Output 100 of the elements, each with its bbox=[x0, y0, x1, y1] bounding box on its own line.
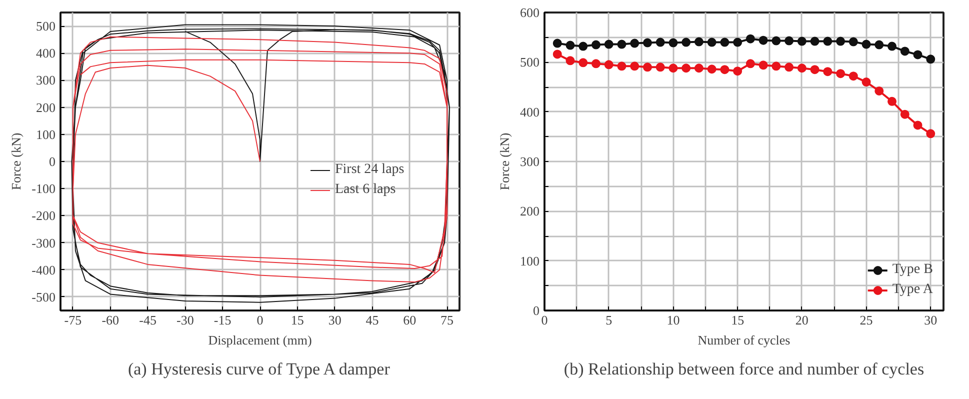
x-tick-label: 20 bbox=[795, 312, 808, 328]
point bbox=[784, 62, 794, 72]
point bbox=[694, 64, 704, 73]
point bbox=[810, 65, 820, 74]
point bbox=[656, 62, 665, 72]
point bbox=[784, 36, 794, 46]
x-tick-label: -60 bbox=[102, 312, 120, 328]
point bbox=[900, 46, 910, 56]
x-tick-label: 45 bbox=[366, 312, 379, 328]
x-tick-label: 15 bbox=[731, 312, 744, 328]
x-tick-label: 60 bbox=[403, 312, 416, 328]
point bbox=[733, 66, 742, 76]
point bbox=[746, 34, 755, 44]
y-tick-label: -300 bbox=[32, 235, 56, 250]
x-tick-label: -30 bbox=[176, 312, 194, 328]
y-tick-label: 200 bbox=[520, 204, 540, 219]
y-tick-label: 300 bbox=[36, 72, 56, 88]
x-axis-title: Displacement (mm) bbox=[208, 332, 312, 348]
x-tick-label: 30 bbox=[924, 312, 938, 328]
point bbox=[566, 56, 575, 66]
point bbox=[694, 37, 704, 46]
point bbox=[797, 36, 806, 46]
point bbox=[848, 37, 858, 46]
y-tick-label: 500 bbox=[36, 18, 56, 34]
x-tick-label: -75 bbox=[64, 312, 82, 328]
y-tick-label: 100 bbox=[36, 126, 56, 142]
x-tick-label: 5 bbox=[606, 312, 612, 328]
point bbox=[617, 62, 626, 71]
x-tick-label: 10 bbox=[666, 312, 680, 328]
text: (b) Relationship between force and number of cycles bbox=[564, 360, 924, 378]
point bbox=[823, 36, 832, 46]
point bbox=[797, 64, 806, 73]
y-axis-title: Force (kN) bbox=[8, 132, 24, 190]
y-tick-label: 200 bbox=[36, 100, 56, 115]
y-tick-label: 600 bbox=[520, 5, 540, 20]
point bbox=[617, 40, 626, 49]
point bbox=[630, 62, 640, 71]
point bbox=[926, 54, 936, 64]
y-tick-label: -200 bbox=[32, 208, 56, 224]
x-tick-label: -15 bbox=[214, 312, 232, 328]
point bbox=[642, 62, 652, 72]
point bbox=[682, 64, 691, 73]
point bbox=[707, 64, 716, 74]
y-tick-label: -100 bbox=[32, 181, 56, 196]
x-tick-label: 15 bbox=[290, 312, 304, 328]
y-tick-label: 400 bbox=[36, 46, 56, 61]
point bbox=[578, 42, 588, 51]
legend-label: First 24 laps bbox=[335, 162, 404, 178]
point bbox=[758, 36, 768, 45]
point bbox=[772, 62, 781, 71]
y-tick-label: 0 bbox=[49, 154, 56, 169]
point bbox=[591, 40, 600, 50]
point bbox=[630, 38, 640, 48]
x-axis-title: Number of cycles bbox=[698, 332, 790, 348]
y-axis-title: Force (kN) bbox=[497, 132, 512, 190]
point bbox=[746, 59, 755, 68]
point bbox=[591, 59, 600, 68]
y-tick-label: -500 bbox=[32, 289, 56, 304]
x-tick-label: -45 bbox=[139, 312, 156, 328]
legend-label: Last 6 laps bbox=[335, 182, 396, 198]
y-tick-label: 500 bbox=[520, 54, 540, 70]
point bbox=[823, 67, 832, 76]
point bbox=[874, 86, 884, 96]
point bbox=[874, 40, 884, 50]
point bbox=[552, 50, 562, 59]
point bbox=[862, 78, 871, 87]
point bbox=[836, 69, 846, 78]
x-tick-label: 75 bbox=[440, 312, 454, 328]
point bbox=[862, 40, 871, 49]
legend-label: Type A bbox=[892, 282, 933, 298]
y-tick-label: 400 bbox=[520, 104, 540, 120]
point bbox=[772, 36, 781, 46]
point bbox=[913, 120, 922, 130]
point bbox=[913, 50, 922, 60]
legend-label: Type B bbox=[892, 262, 933, 278]
x-tick-label: 30 bbox=[328, 312, 342, 328]
text: (a) Hysteresis curve of Type A damper bbox=[128, 360, 390, 378]
point bbox=[707, 38, 716, 47]
point bbox=[810, 36, 820, 46]
point bbox=[836, 36, 846, 46]
point bbox=[926, 129, 936, 138]
y-tick-label: 300 bbox=[520, 154, 540, 169]
point bbox=[668, 64, 678, 73]
point bbox=[888, 96, 897, 106]
point bbox=[604, 60, 614, 70]
point bbox=[552, 38, 562, 48]
y-tick-label: 100 bbox=[520, 253, 540, 268]
x-tick-label: 25 bbox=[860, 312, 873, 328]
x-tick-label: 0 bbox=[256, 312, 264, 328]
point bbox=[578, 58, 588, 68]
point bbox=[848, 72, 858, 81]
point bbox=[720, 38, 730, 47]
y-tick-label: -400 bbox=[32, 262, 56, 278]
point bbox=[733, 38, 742, 47]
point bbox=[758, 60, 768, 70]
point bbox=[682, 38, 691, 47]
point bbox=[888, 42, 897, 51]
point bbox=[604, 40, 614, 49]
point bbox=[900, 110, 910, 119]
y-tick-label: 0 bbox=[533, 303, 540, 318]
